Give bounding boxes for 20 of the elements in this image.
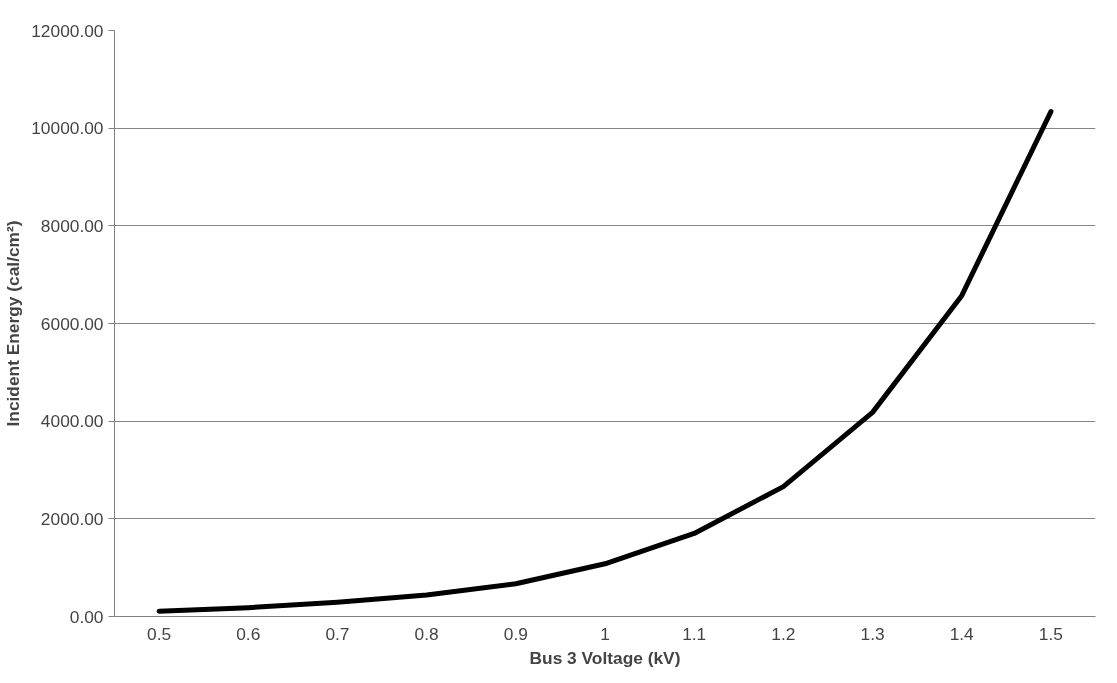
y-tick-label: 10000.00 <box>31 118 104 139</box>
y-tick-label: 12000.00 <box>31 20 104 41</box>
y-axis-title: Incident Energy (cal/cm²) <box>3 220 24 427</box>
y-tick-label: 4000.00 <box>40 411 104 432</box>
x-tick-label: 1.5 <box>1038 623 1063 644</box>
y-tick-label: 6000.00 <box>40 313 104 334</box>
x-tick-label: 0.6 <box>236 623 261 644</box>
x-tick-label: 1 <box>600 623 610 644</box>
x-tick-label: 1.4 <box>949 623 975 644</box>
x-tick-label: 0.5 <box>147 623 172 644</box>
y-tick-label: 0.00 <box>69 606 104 627</box>
x-tick-label: 1.2 <box>771 623 796 644</box>
x-axis-title: Bus 3 Voltage (kV) <box>529 647 681 668</box>
y-tick-label: 2000.00 <box>40 508 104 529</box>
x-tick-label: 1.3 <box>860 623 885 644</box>
x-tick-label: 0.9 <box>503 623 528 644</box>
x-tick-label: 1.1 <box>682 623 707 644</box>
y-tick-label: 8000.00 <box>40 215 104 236</box>
x-tick-label: 0.7 <box>325 623 350 644</box>
x-tick-label: 0.8 <box>414 623 439 644</box>
